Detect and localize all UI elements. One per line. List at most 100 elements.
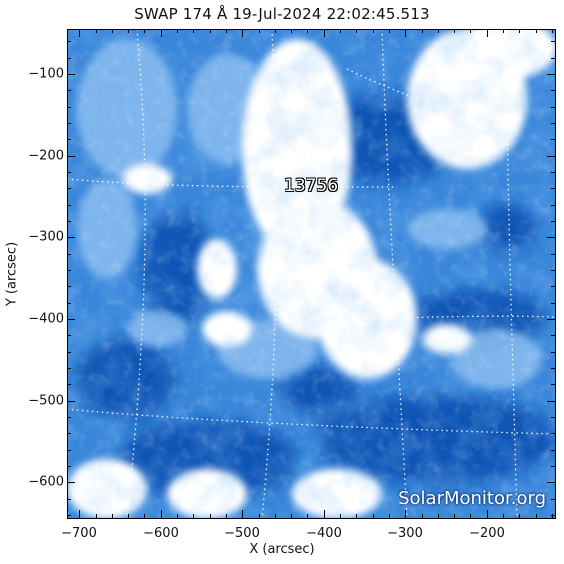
- y-minor-tick: [67, 499, 71, 500]
- x-minor-tick: [438, 29, 439, 33]
- x-minor-tick: [356, 514, 357, 518]
- x-minor-tick: [259, 514, 260, 518]
- x-minor-tick: [210, 29, 211, 33]
- y-major-tick: [547, 74, 555, 75]
- y-tick-label: −400: [28, 311, 64, 327]
- x-minor-tick: [128, 514, 129, 518]
- x-major-tick: [242, 29, 243, 37]
- y-minor-tick: [67, 384, 71, 385]
- y-major-tick: [67, 237, 75, 238]
- x-minor-tick: [177, 514, 178, 518]
- y-minor-tick: [551, 188, 555, 189]
- x-minor-tick: [552, 514, 553, 518]
- y-minor-tick: [67, 172, 71, 173]
- x-major-tick: [79, 29, 80, 37]
- x-minor-tick: [112, 514, 113, 518]
- x-minor-tick: [291, 514, 292, 518]
- x-tick-label: −200: [469, 526, 505, 541]
- y-minor-tick: [67, 368, 71, 369]
- x-major-tick: [405, 29, 406, 37]
- x-minor-tick: [454, 29, 455, 33]
- x-minor-tick: [193, 514, 194, 518]
- y-major-tick: [547, 482, 555, 483]
- x-minor-tick: [340, 514, 341, 518]
- x-major-tick: [79, 510, 80, 518]
- x-minor-tick: [275, 514, 276, 518]
- x-minor-tick: [519, 514, 520, 518]
- x-major-tick: [242, 510, 243, 518]
- x-minor-tick: [259, 29, 260, 33]
- x-minor-tick: [340, 29, 341, 33]
- x-minor-tick: [438, 514, 439, 518]
- y-minor-tick: [551, 368, 555, 369]
- x-minor-tick: [307, 29, 308, 33]
- x-minor-tick: [536, 29, 537, 33]
- y-axis-label: Y (arcsec): [4, 241, 20, 307]
- y-minor-tick: [551, 123, 555, 124]
- x-minor-tick: [144, 29, 145, 33]
- y-minor-tick: [67, 417, 71, 418]
- x-tick-label: −700: [61, 526, 97, 541]
- x-minor-tick: [193, 29, 194, 33]
- x-minor-tick: [519, 29, 520, 33]
- x-minor-tick: [470, 29, 471, 33]
- y-minor-tick: [67, 41, 71, 42]
- y-major-tick: [547, 401, 555, 402]
- x-tick-label: −600: [143, 526, 179, 541]
- y-tick-label: −200: [28, 148, 64, 164]
- y-minor-tick: [67, 123, 71, 124]
- active-region-label: 13756: [284, 176, 339, 196]
- y-major-tick: [67, 319, 75, 320]
- y-minor-tick: [67, 205, 71, 206]
- x-minor-tick: [226, 514, 227, 518]
- y-minor-tick: [67, 352, 71, 353]
- x-minor-tick: [291, 29, 292, 33]
- x-minor-tick: [389, 514, 390, 518]
- y-minor-tick: [551, 221, 555, 222]
- x-major-tick: [487, 510, 488, 518]
- y-minor-tick: [551, 433, 555, 434]
- solarmonitor-watermark: SolarMonitor.org: [398, 488, 546, 509]
- x-minor-tick: [389, 29, 390, 33]
- y-tick-label: −300: [28, 229, 64, 245]
- y-minor-tick: [67, 254, 71, 255]
- x-minor-tick: [422, 514, 423, 518]
- y-minor-tick: [551, 450, 555, 451]
- y-minor-tick: [551, 352, 555, 353]
- x-tick-label: −400: [306, 526, 342, 541]
- x-major-tick: [161, 29, 162, 37]
- y-minor-tick: [67, 139, 71, 140]
- y-tick-label: −600: [28, 474, 64, 490]
- x-tick-label: −500: [224, 526, 260, 541]
- y-major-tick: [67, 156, 75, 157]
- x-minor-tick: [422, 29, 423, 33]
- x-minor-tick: [503, 29, 504, 33]
- y-minor-tick: [67, 303, 71, 304]
- y-minor-tick: [67, 270, 71, 271]
- page-title: SWAP 174 Å 19-Jul-2024 22:02:45.513: [134, 5, 430, 23]
- heliographic-grid: [67, 29, 556, 519]
- y-minor-tick: [67, 466, 71, 467]
- x-minor-tick: [210, 514, 211, 518]
- y-minor-tick: [551, 466, 555, 467]
- x-minor-tick: [112, 29, 113, 33]
- y-tick-label: −100: [28, 66, 64, 82]
- solar-image: [67, 29, 556, 519]
- x-minor-tick: [373, 514, 374, 518]
- y-minor-tick: [551, 384, 555, 385]
- x-major-tick: [161, 510, 162, 518]
- y-minor-tick: [67, 433, 71, 434]
- y-minor-tick: [551, 270, 555, 271]
- y-tick-label: −500: [28, 393, 64, 409]
- x-minor-tick: [536, 514, 537, 518]
- y-major-tick: [67, 482, 75, 483]
- x-minor-tick: [552, 29, 553, 33]
- y-minor-tick: [551, 286, 555, 287]
- y-major-tick: [547, 156, 555, 157]
- y-minor-tick: [551, 499, 555, 500]
- x-minor-tick: [356, 29, 357, 33]
- x-minor-tick: [128, 29, 129, 33]
- y-minor-tick: [551, 41, 555, 42]
- y-minor-tick: [551, 417, 555, 418]
- y-minor-tick: [67, 58, 71, 59]
